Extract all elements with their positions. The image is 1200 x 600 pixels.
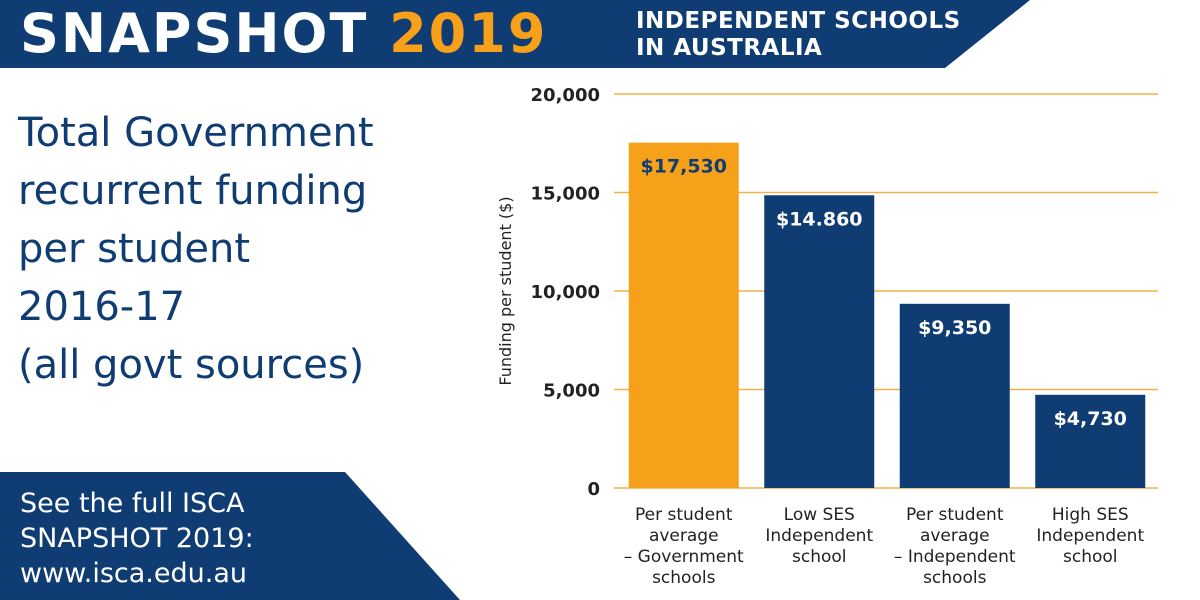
- category-label: High SES: [1052, 505, 1129, 525]
- footer-line-2: SNAPSHOT 2019:: [20, 523, 254, 554]
- headline-line-5: (all govt sources): [18, 342, 365, 388]
- banner-title-year: 2019: [389, 2, 548, 65]
- headline-line-4: 2016-17: [18, 284, 186, 330]
- footer-text: See the full ISCA SNAPSHOT 2019: www.isc…: [20, 486, 254, 591]
- category-label: Per student: [635, 505, 733, 525]
- category-label: Per student: [906, 505, 1004, 525]
- bar: [899, 303, 1010, 488]
- banner-subtitle-line-1: INDEPENDENT SCHOOLS: [636, 8, 961, 34]
- category-label: – Government: [624, 547, 744, 567]
- category-label: schools: [652, 568, 716, 588]
- y-tick-label: 10,000: [531, 282, 600, 303]
- headline: Total Government recurrent funding per s…: [18, 104, 458, 394]
- category-label: school: [792, 547, 847, 567]
- bar: [628, 142, 739, 488]
- banner-title: SNAPSHOT 2019: [20, 0, 547, 70]
- bar: [1035, 394, 1146, 488]
- bar-data-label: $4,730: [1054, 408, 1127, 430]
- bar-data-label: $17,530: [640, 156, 727, 178]
- footer-line-1: See the full ISCA: [20, 488, 245, 519]
- banner-title-main: SNAPSHOT: [20, 2, 369, 65]
- category-label: Independent: [1036, 526, 1144, 546]
- footer-panel: See the full ISCA SNAPSHOT 2019: www.isc…: [0, 472, 460, 600]
- category-label: Independent: [765, 526, 873, 546]
- y-tick-label: 15,000: [531, 184, 600, 205]
- category-label: Low SES: [784, 505, 855, 525]
- footer-background: [0, 472, 460, 600]
- header-banner: SNAPSHOT 2019 INDEPENDENT SCHOOLS IN AUS…: [0, 0, 1200, 68]
- bar-data-label: $14.860: [776, 208, 863, 230]
- footer-link[interactable]: www.isca.edu.au: [20, 558, 247, 589]
- headline-line-3: per student: [18, 226, 251, 272]
- banner-background: [0, 0, 1030, 68]
- category-label: average: [920, 526, 990, 546]
- y-tick-label: 0: [587, 479, 600, 500]
- category-label: schools: [923, 568, 987, 588]
- banner-subtitle: INDEPENDENT SCHOOLS IN AUSTRALIA: [636, 8, 961, 62]
- y-axis-label: Funding per student ($): [496, 196, 515, 385]
- y-tick-label: 5,000: [543, 381, 600, 402]
- banner-subtitle-line-2: IN AUSTRALIA: [636, 35, 823, 61]
- chart-svg: 0 5,000 10,000 15,000 20,000 Funding per stud…: [496, 85, 1158, 588]
- funding-bar-chart: 0 5,000 10,000 15,000 20,000 Funding per stud…: [480, 80, 1180, 590]
- category-label: average: [649, 526, 719, 546]
- bar-data-label: $9,350: [918, 317, 991, 339]
- headline-line-1: Total Government: [18, 110, 374, 156]
- y-tick-label: 20,000: [531, 85, 600, 106]
- category-label: school: [1063, 547, 1118, 567]
- headline-line-2: recurrent funding: [18, 168, 368, 214]
- category-label: – Independent: [894, 547, 1016, 567]
- bar: [764, 195, 875, 488]
